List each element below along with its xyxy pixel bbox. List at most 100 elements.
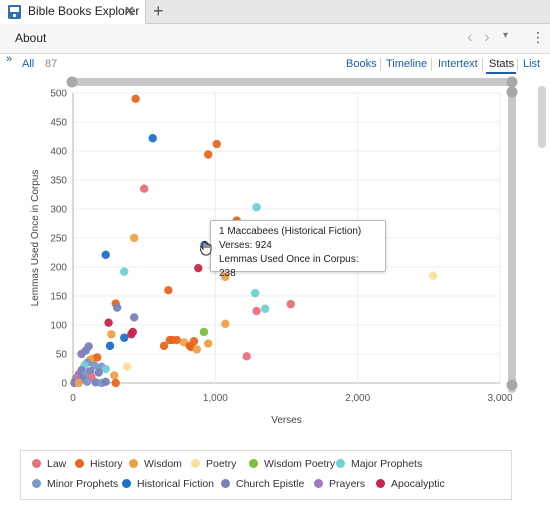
- filter-all[interactable]: All: [22, 58, 35, 70]
- x-range-handle[interactable]: [506, 76, 518, 88]
- x-tick-label: 2,000: [345, 393, 370, 404]
- data-point: [101, 377, 110, 387]
- legend-item[interactable]: History: [75, 458, 123, 470]
- app-icon: [8, 5, 21, 19]
- legend-swatch: [32, 479, 41, 488]
- stats-chart: 0 50 100 150 200 250 300 350 400 450 500 0 1,000 2,00…: [0, 74, 550, 500]
- data-point: [110, 371, 119, 380]
- view-list[interactable]: List: [523, 58, 541, 70]
- data-point: [199, 327, 209, 337]
- data-point: [107, 330, 116, 339]
- data-point: [90, 361, 99, 370]
- legend-label: Apocalyptic: [391, 478, 445, 490]
- data-point: [101, 364, 110, 374]
- data-point: [194, 263, 203, 273]
- dropdown-icon[interactable]: ▾: [503, 30, 509, 41]
- legend-swatch: [122, 479, 131, 488]
- view-intertext[interactable]: Intertext: [438, 58, 478, 70]
- chart-range-sliders: [66, 76, 518, 393]
- tab-title: Bible Books Explorer: [28, 4, 140, 18]
- view-books[interactable]: Books: [346, 58, 377, 70]
- chart-points: [70, 94, 438, 388]
- data-point: [164, 286, 173, 295]
- legend-swatch: [221, 479, 230, 488]
- data-point: [159, 341, 169, 351]
- data-point: [204, 150, 213, 159]
- y-tick-label: 500: [50, 89, 67, 100]
- legend-item[interactable]: Historical Fiction: [122, 478, 214, 490]
- legend-item[interactable]: Law: [32, 458, 66, 470]
- point-tooltip: 1 Maccabees (Historical Fiction) Verses:…: [210, 220, 386, 279]
- scatter-chart: 0 50 100 150 200 250 300 350 400 450 500 0 1,000 2,00…: [30, 76, 518, 426]
- y-tick-label: 250: [50, 234, 67, 245]
- data-point: [120, 333, 129, 342]
- view-stats[interactable]: Stats: [489, 58, 515, 70]
- active-view-indicator: [486, 72, 516, 74]
- add-tab-icon[interactable]: +: [153, 1, 164, 21]
- data-point: [104, 318, 113, 327]
- x-tick-label: 3,000: [487, 393, 512, 404]
- data-point: [77, 349, 86, 359]
- data-point: [74, 378, 83, 388]
- data-point: [120, 267, 129, 276]
- data-point: [204, 339, 213, 348]
- expand-icon[interactable]: »: [6, 53, 13, 65]
- panel-header: About ‹ › ▾ ⋮: [0, 24, 550, 54]
- x-range-handle[interactable]: [66, 76, 78, 88]
- legend-item[interactable]: Minor Prophets: [32, 478, 118, 490]
- tooltip-lemmas: Lemmas Used Once in Corpus: 238: [219, 254, 359, 279]
- legend-item[interactable]: Major Prophets: [336, 458, 422, 470]
- tooltip-verses: Verses: 924: [219, 240, 272, 251]
- result-count: 87: [45, 58, 58, 70]
- legend-item[interactable]: Prayers: [314, 478, 365, 490]
- page-scrollbar[interactable]: [538, 86, 546, 148]
- x-axis-title: Verses: [271, 415, 302, 426]
- data-point: [221, 272, 230, 282]
- view-bar: » All 87 Books Timeline Intertext Stats …: [0, 53, 550, 74]
- y-axis-title: Lemmas Used Once in Corpus: [30, 170, 41, 307]
- data-point: [172, 335, 182, 345]
- x-tick-label: 1,000: [203, 393, 228, 404]
- tab-strip: Bible Books Explorer ✕ +: [0, 0, 550, 24]
- y-tick-label: 50: [56, 350, 68, 361]
- legend-item[interactable]: Wisdom: [129, 458, 182, 470]
- legend-label: Prayers: [329, 478, 366, 490]
- legend-swatch: [32, 459, 41, 468]
- forward-icon[interactable]: ›: [484, 27, 490, 46]
- y-tick-label: 150: [50, 292, 67, 303]
- data-point: [105, 341, 115, 351]
- data-point: [192, 345, 202, 354]
- data-point: [260, 304, 270, 313]
- y-tick-label: 450: [50, 118, 67, 129]
- chart-legend: Law History Wisdom Poetry Wisdom Poetry Major…: [20, 450, 512, 500]
- legend-item[interactable]: Poetry: [191, 458, 236, 470]
- legend-label: Historical Fiction: [137, 478, 215, 490]
- legend-swatch: [129, 459, 138, 468]
- tab-bible-books-explorer[interactable]: Bible Books Explorer ✕: [0, 0, 146, 24]
- data-point: [92, 353, 102, 362]
- legend-label: Major Prophets: [351, 458, 423, 470]
- data-point: [94, 368, 103, 377]
- legend-item[interactable]: Church Epistle: [221, 478, 304, 490]
- y-range-handle[interactable]: [506, 86, 518, 98]
- legend-swatch: [191, 459, 200, 468]
- data-point: [83, 377, 92, 387]
- y-tick-label: 300: [50, 205, 67, 216]
- x-range-slider[interactable]: [71, 78, 512, 86]
- about-menu[interactable]: About: [15, 31, 47, 45]
- legend-label: Law: [47, 458, 67, 470]
- tooltip-title: 1 Maccabees (Historical Fiction): [219, 226, 362, 237]
- data-point: [139, 184, 149, 193]
- data-point: [212, 139, 221, 149]
- legend-item[interactable]: Apocalyptic: [376, 478, 445, 490]
- y-range-slider[interactable]: [508, 86, 516, 393]
- legend-item[interactable]: Wisdom Poetry: [249, 458, 335, 470]
- back-icon[interactable]: ‹: [467, 27, 473, 46]
- data-point: [250, 288, 260, 298]
- data-point: [122, 362, 132, 371]
- data-point: [221, 319, 230, 329]
- y-range-handle[interactable]: [506, 379, 518, 391]
- view-timeline[interactable]: Timeline: [386, 58, 428, 70]
- close-tab-icon[interactable]: ✕: [124, 3, 135, 18]
- more-options-icon[interactable]: ⋮: [531, 29, 545, 45]
